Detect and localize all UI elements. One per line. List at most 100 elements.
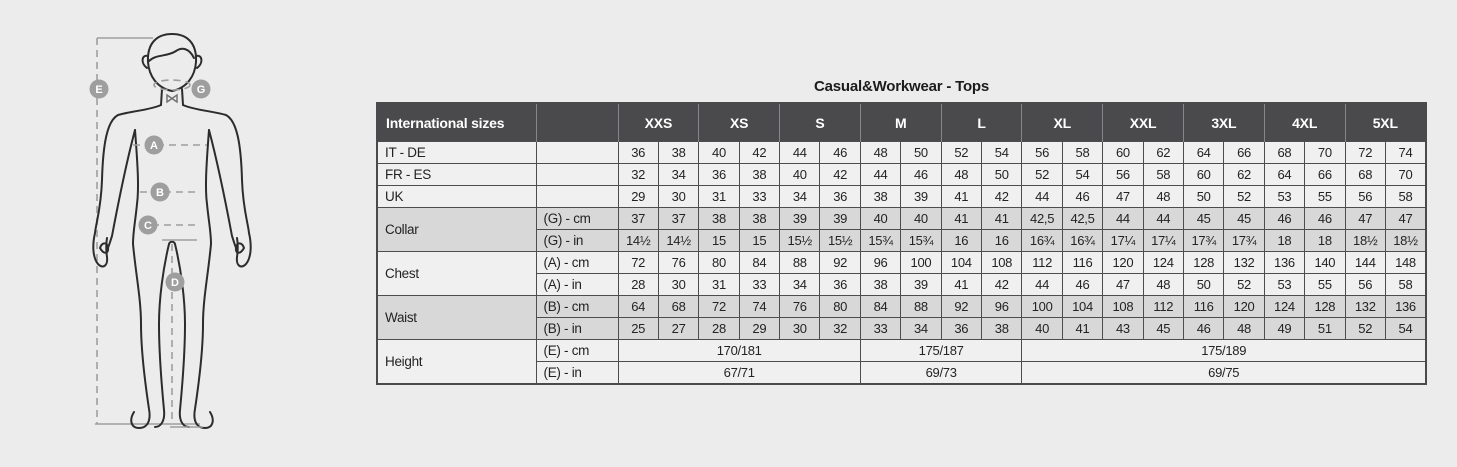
value-cell: 44 <box>1142 207 1184 230</box>
unit-header-cell <box>535 103 619 142</box>
value-cell: 124 <box>1142 251 1184 274</box>
torso-left <box>132 129 140 245</box>
value-cell: 64 <box>617 295 659 318</box>
value-cell: 48 <box>1223 317 1265 340</box>
left-leg-inner <box>154 243 170 428</box>
value-cell: 55 <box>1304 273 1346 296</box>
value-cell: 62 <box>1223 163 1265 186</box>
table-row: (E) - in 67/71 69/73 69/75 <box>377 361 1427 385</box>
value-cell: 100 <box>1021 295 1063 318</box>
value-cell: 44 <box>1021 185 1063 208</box>
value-cell: 76 <box>779 295 821 318</box>
marker-circle <box>89 79 109 99</box>
size-header-xxl: XXL <box>1102 103 1184 142</box>
value-cell: 132 <box>1223 251 1265 274</box>
value-cell: 40 <box>900 207 942 230</box>
right-leg-inner <box>174 243 190 428</box>
value-cell: 33 <box>738 273 781 296</box>
value-cell: 70 <box>1384 163 1427 186</box>
table-row: (G) - in 14½ 14½ 15 15 15½ 15½ 15¾ 15¾ 16 16 16¾ 16¾… <box>377 229 1427 252</box>
value-cell: 128 <box>1182 251 1225 274</box>
unit-cell: (E) - cm <box>535 339 619 362</box>
value-cell: 16 <box>940 229 983 252</box>
value-cell: 104 <box>940 251 983 274</box>
value-cell: 15¾ <box>900 229 942 252</box>
value-cell: 48 <box>859 141 902 164</box>
value-cell: 51 <box>1304 317 1346 340</box>
table-row: IT - DE 36 38 40 42 44 46 48 50 52 54 56 58 60 62 64 66 6… <box>376 141 1427 164</box>
value-cell: 44 <box>1021 273 1063 296</box>
unit-cell: (G) - cm <box>535 207 619 230</box>
table-row: Height (E) - cm 170/181 175/187 175/189 <box>376 339 1427 385</box>
value-cell: 88 <box>900 295 942 318</box>
marker-D: D <box>165 272 185 292</box>
value-cell: 50 <box>981 163 1023 186</box>
row-label-cell: Waist <box>376 295 537 340</box>
value-span-cell: 175/187 <box>859 339 1023 362</box>
value-span-cell: 175/189 <box>1021 339 1427 362</box>
value-cell: 50 <box>1182 273 1225 296</box>
value-cell: 42 <box>819 163 861 186</box>
value-cell: 41 <box>940 273 983 296</box>
value-cell: 47 <box>1384 207 1427 230</box>
value-cell: 116 <box>1182 295 1225 318</box>
row-label-cell: Collar <box>376 207 537 252</box>
value-cell: 37 <box>657 207 700 230</box>
value-cell: 72 <box>698 295 740 318</box>
measure-markers: E G A B C D <box>89 79 211 292</box>
value-cell: 42,5 <box>1061 207 1104 230</box>
value-cell: 52 <box>1223 185 1265 208</box>
table-title: Casual&Workwear - Tops <box>813 78 990 95</box>
size-table-area: Casual&Workwear - Tops International siz… <box>376 78 1427 385</box>
value-span-cell: 69/75 <box>1021 361 1427 385</box>
neck-left <box>160 88 163 106</box>
value-cell: 60 <box>1182 163 1225 186</box>
value-cell: 36 <box>819 185 861 208</box>
value-cell: 18½ <box>1384 229 1427 252</box>
head-outline <box>146 33 198 92</box>
right-leg-outer <box>193 243 214 429</box>
size-header-5xl: 5XL <box>1344 103 1427 142</box>
value-cell: 32 <box>819 317 861 340</box>
value-cell: 66 <box>1223 141 1265 164</box>
row-label-cell: Chest <box>376 251 537 296</box>
value-cell: 64 <box>1182 141 1225 164</box>
value-cell: 16¾ <box>1021 229 1063 252</box>
value-cell: 30 <box>657 185 700 208</box>
size-header-4xl: 4XL <box>1263 103 1346 142</box>
value-cell: 33 <box>859 317 902 340</box>
value-cell: 31 <box>698 273 740 296</box>
corner-header-cell: International sizes <box>376 103 537 142</box>
value-cell: 38 <box>738 163 781 186</box>
value-cell: 15½ <box>819 229 861 252</box>
marker-circle <box>138 215 158 235</box>
value-cell: 48 <box>940 163 983 186</box>
value-cell: 36 <box>698 163 740 186</box>
value-cell: 56 <box>1102 163 1144 186</box>
value-cell: 148 <box>1384 251 1427 274</box>
value-cell: 54 <box>1061 163 1104 186</box>
value-cell: 46 <box>1061 185 1104 208</box>
value-cell: 108 <box>1102 295 1144 318</box>
value-cell: 136 <box>1263 251 1306 274</box>
value-cell: 15 <box>738 229 781 252</box>
value-cell: 30 <box>657 273 700 296</box>
value-cell: 31 <box>698 185 740 208</box>
value-cell: 60 <box>1102 141 1144 164</box>
value-cell: 28 <box>698 317 740 340</box>
marker-letter: C <box>144 220 152 232</box>
value-cell: 56 <box>1021 141 1063 164</box>
value-span-cell: 69/73 <box>859 361 1023 385</box>
value-cell: 39 <box>900 273 942 296</box>
value-cell: 74 <box>738 295 781 318</box>
value-cell: 68 <box>1344 163 1386 186</box>
value-cell: 48 <box>1142 273 1184 296</box>
value-cell: 76 <box>657 251 700 274</box>
value-cell: 140 <box>1304 251 1346 274</box>
value-cell: 14½ <box>617 229 659 252</box>
size-table: International sizes XXS XS S M L XL XXL 3XL 4XL 5X… <box>376 102 1427 385</box>
value-cell: 52 <box>1223 273 1265 296</box>
value-cell: 46 <box>819 141 861 164</box>
value-cell: 44 <box>779 141 821 164</box>
value-cell: 39 <box>779 207 821 230</box>
